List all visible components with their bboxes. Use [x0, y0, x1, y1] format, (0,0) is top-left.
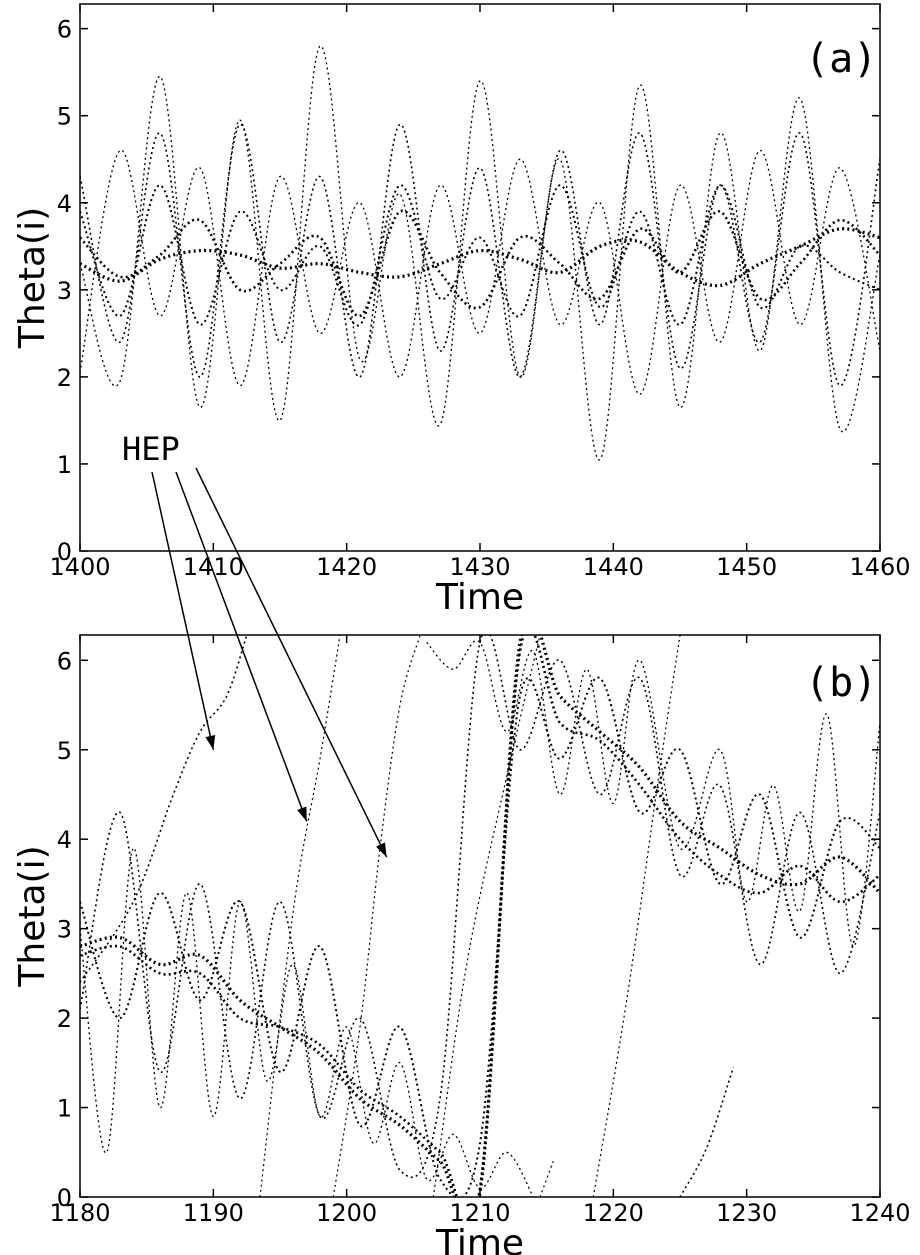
hep-arrow-line: [195, 467, 388, 858]
x-tick-label: 1210: [449, 1199, 510, 1227]
panel-label: (b): [805, 660, 877, 706]
x-tick-label: 1440: [583, 553, 644, 581]
series-line: [679, 1067, 735, 1197]
series-line: [592, 635, 681, 1197]
y-tick-label: 2: [57, 364, 72, 392]
series-line: [539, 1160, 554, 1197]
x-tick-label: 1420: [316, 553, 377, 581]
y-tick-label: 0: [57, 1184, 72, 1212]
y-tick-label: 3: [57, 277, 72, 305]
x-tick-label: 1220: [583, 1199, 644, 1227]
x-tick-label: 1450: [716, 553, 777, 581]
series-line: [80, 677, 880, 1197]
x-tick-label: 1230: [716, 1199, 777, 1227]
series-line: [80, 45, 880, 461]
y-tick-label: 2: [57, 1005, 72, 1033]
plot-frame: [79, 3, 881, 552]
series-line: [80, 149, 880, 395]
series-line: [332, 635, 421, 1197]
chart-panel: 1400 1410 1420 1430 1440 1450 1460 0 1 2 3 4 5 6 Time T…: [12, 3, 911, 618]
y-axis-label: Theta(i): [12, 845, 53, 987]
series-line: [80, 635, 880, 1197]
y-tick-label: 4: [57, 190, 72, 218]
hep-arrow-line: [151, 471, 215, 750]
series-line: [80, 184, 880, 327]
y-tick-label: 1: [57, 451, 72, 479]
series-line: [426, 639, 880, 948]
series-line: [80, 635, 880, 1178]
x-axis-label: Time: [435, 577, 524, 618]
x-tick-label: 1400: [49, 553, 110, 581]
y-tick-label: 0: [57, 538, 72, 566]
series-group: [80, 45, 880, 461]
series-group: [80, 635, 880, 1197]
x-axis-label: Time: [435, 1223, 524, 1255]
series-line: [432, 635, 541, 1197]
panel-label: (a): [805, 36, 877, 82]
y-tick-label: 1: [57, 1095, 72, 1123]
x-tick-label: 1190: [183, 1199, 244, 1227]
x-tick-label: 1200: [316, 1199, 377, 1227]
y-axis-label: Theta(i): [12, 207, 53, 349]
series-line: [80, 227, 880, 288]
y-tick-label: 3: [57, 916, 72, 944]
x-tick-label: 1410: [183, 553, 244, 581]
hep-arrow-line: [175, 471, 308, 822]
plot-frame: [79, 634, 881, 1198]
x-tick-label: 1460: [849, 553, 910, 581]
x-tick-label: 1240: [849, 1199, 910, 1227]
x-tick-label: 1430: [449, 553, 510, 581]
y-tick-label: 5: [57, 737, 72, 765]
chart-panel: 1180 1190 1200 1210 1220 1230 1240 0 1 2 3 4 5 6 Time T…: [12, 430, 911, 1255]
hep-arrow-head: [376, 842, 387, 858]
series-line: [259, 635, 341, 1197]
y-tick-label: 6: [57, 16, 72, 44]
y-tick-label: 5: [57, 103, 72, 131]
series-line: [80, 209, 880, 318]
y-tick-label: 4: [57, 826, 72, 854]
y-tick-label: 6: [57, 647, 72, 675]
hep-arrow-head: [297, 806, 307, 822]
series-line: [80, 847, 534, 1197]
series-line: [80, 635, 880, 1197]
hep-arrow-head: [205, 735, 216, 750]
x-tick-label: 1180: [49, 1199, 110, 1227]
hep-annotation-label: HEP: [122, 430, 180, 468]
series-line: [80, 635, 248, 983]
series-line: [80, 123, 880, 387]
